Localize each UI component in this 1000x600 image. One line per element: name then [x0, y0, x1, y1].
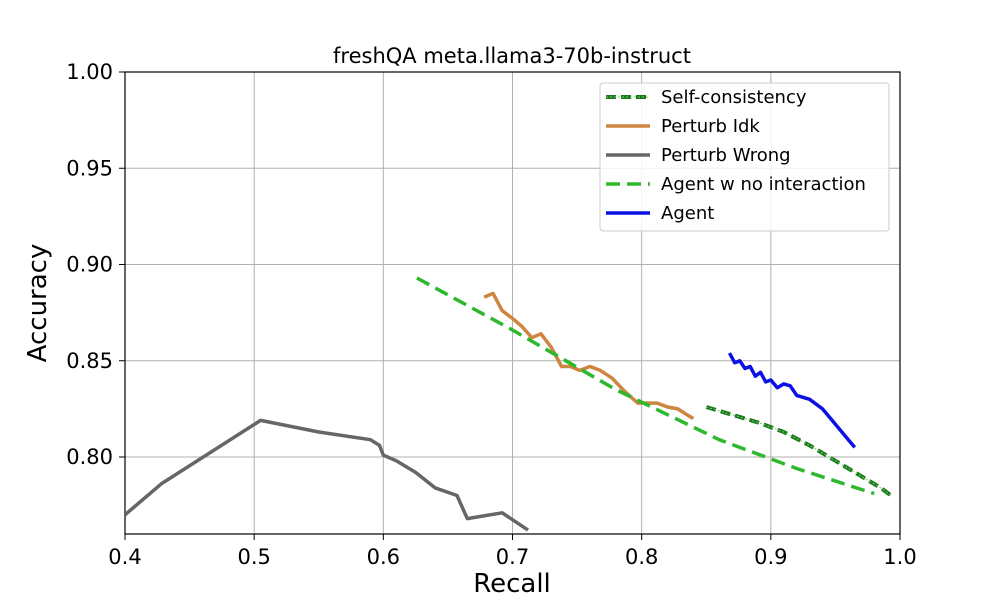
legend-agent-label: Agent: [661, 203, 714, 224]
y-tick-label: 0.90: [66, 253, 113, 277]
x-ticks: 0.4 0.5 0.6 0.7 0.8 0.9 1.0: [108, 534, 917, 569]
x-tick-label: 0.6: [367, 545, 400, 569]
legend-self-consistency-label: Self-consistency: [661, 87, 807, 108]
y-tick-label: 1.00: [66, 60, 113, 84]
y-axis-label: Accuracy: [23, 244, 53, 363]
x-tick-label: 0.7: [496, 545, 529, 569]
x-tick-label: 0.9: [754, 545, 787, 569]
legend-perturb-idk-label: Perturb Idk: [661, 116, 760, 137]
x-tick-label: 0.4: [108, 545, 141, 569]
legend: Self-consistency Perturb Idk Perturb Wrong…: [599, 82, 890, 232]
series-perturb-wrong-line: [125, 418, 529, 532]
y-tick-label: 0.80: [66, 445, 113, 469]
series-self-consistency-line: [705, 405, 893, 498]
x-tick-label: 0.8: [625, 545, 658, 569]
y-ticks: 0.80 0.85 0.90 0.95 1.00: [66, 60, 125, 469]
y-tick-label: 0.95: [66, 156, 113, 180]
legend-agent-w-no-interaction-label: Agent w no interaction: [661, 174, 866, 195]
series-agent-line: [727, 352, 857, 449]
series-self-consistency-line-pattern: [706, 406, 892, 496]
legend-perturb-wrong-label: Perturb Wrong: [661, 145, 791, 166]
series-group: [125, 276, 893, 532]
x-axis-label: Recall: [473, 569, 551, 599]
x-tick-label: 1.0: [883, 545, 916, 569]
series-perturb-idk-line: [483, 291, 695, 421]
x-tick-label: 0.5: [237, 545, 270, 569]
chart-title: freshQA meta.llama3-70b-instruct: [333, 44, 691, 68]
legend-box: [599, 82, 890, 232]
y-tick-label: 0.85: [66, 349, 113, 373]
series-agent-w-no-interaction-line: [416, 276, 875, 496]
